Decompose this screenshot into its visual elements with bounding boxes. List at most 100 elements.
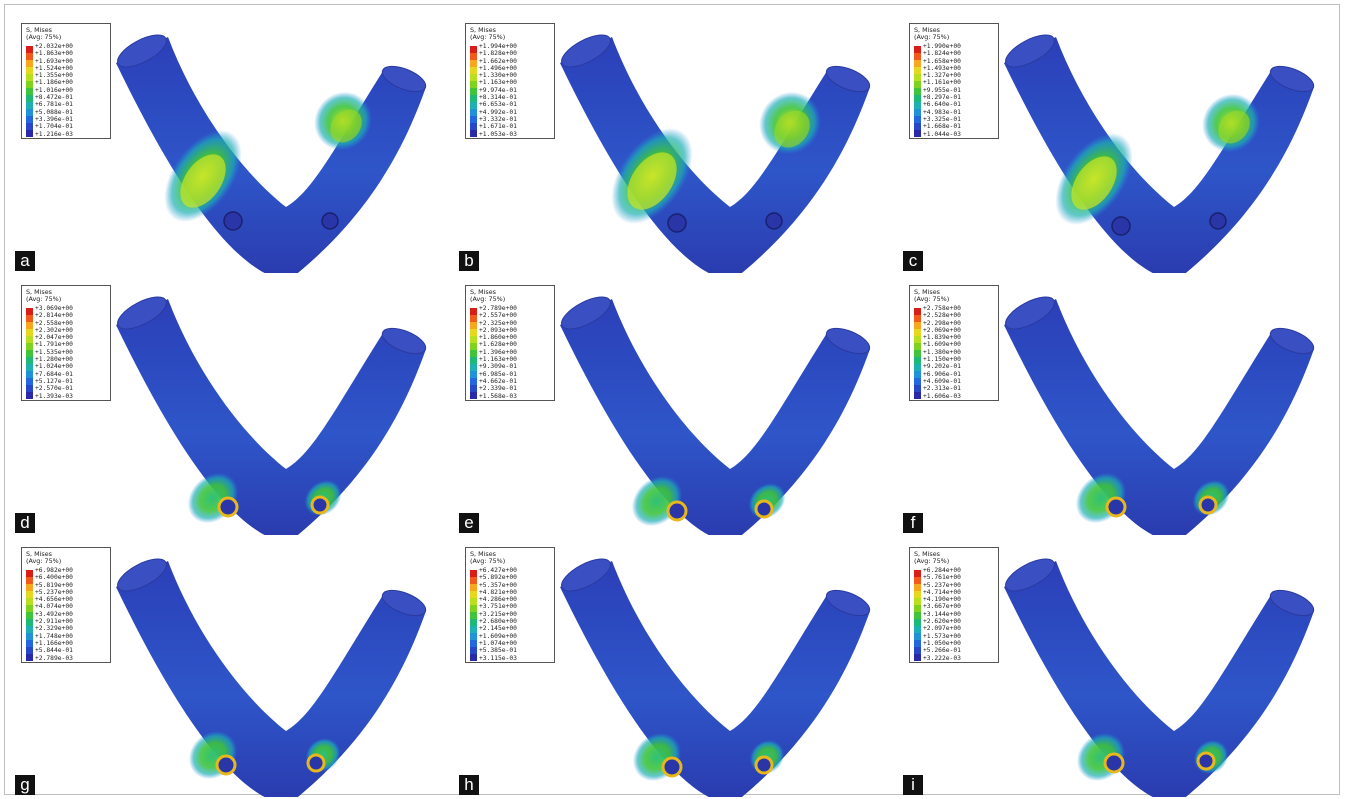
legend-value: +8.297e-01 — [923, 94, 961, 102]
legend-value: +2.313e-01 — [923, 385, 961, 393]
bone-cross-section — [1269, 65, 1315, 93]
legend-value: +1.990e+00 — [923, 43, 961, 50]
legend-values: +6.982e+00 +6.400e+00 +5.819e+00 +5.237e+00… — [35, 567, 73, 662]
legend-title: S, Mises (Avg: 75%) — [26, 26, 62, 41]
stress-legend: S, Mises (Avg: 75%) +1.990e+00 +1.824e+00… — [909, 23, 999, 139]
stress-legend: S, Mises (Avg: 75%) +2.758e+00 +2.528e+00… — [909, 285, 999, 401]
contour-panel-g: S, Mises (Avg: 75%) +6.982e+00 +6.400e+00… — [13, 535, 458, 797]
legend-swatch — [26, 130, 33, 137]
legend-swatch — [26, 640, 33, 647]
legend-value: +2.302e+00 — [35, 326, 73, 334]
bone-cross-section — [561, 296, 611, 330]
legend-color-scale — [470, 570, 477, 661]
legend-value: +5.892e+00 — [479, 574, 517, 582]
stress-legend: S, Mises (Avg: 75%) +6.982e+00 +6.400e+00… — [21, 547, 111, 663]
legend-value: +1.791e+00 — [35, 341, 73, 349]
implant-hole — [754, 755, 774, 775]
figure-frame: S, Mises (Avg: 75%) +2.032e+00 +1.863e+00… — [4, 4, 1340, 797]
legend-swatch — [914, 371, 921, 378]
implant-hole — [223, 211, 243, 231]
legend-value: +5.385e-01 — [479, 647, 517, 655]
legend-values: +1.994e+00 +1.828e+00 +1.662e+00 +1.496e+00… — [479, 43, 517, 138]
bone-surface — [560, 299, 870, 535]
legend-swatch — [914, 378, 921, 385]
mandible-stress-contour — [1004, 558, 1315, 797]
legend-value: +6.284e+00 — [923, 567, 961, 574]
legend-value: +3.215e+00 — [479, 610, 517, 618]
legend-value: +9.955e-01 — [923, 86, 961, 94]
legend-values: +6.427e+00 +5.892e+00 +5.357e+00 +4.821e+00… — [479, 567, 517, 662]
legend-swatch — [470, 605, 477, 612]
legend-value: +4.821e+00 — [479, 588, 517, 596]
legend-swatch — [26, 88, 33, 95]
legend-swatch — [470, 640, 477, 647]
legend-value: +2.620e+00 — [923, 618, 961, 626]
legend-swatch — [26, 626, 33, 633]
legend-swatch — [26, 584, 33, 591]
legend-swatch — [470, 598, 477, 605]
legend-swatch — [914, 357, 921, 364]
legend-value: +1.824e+00 — [923, 50, 961, 58]
legend-swatch — [470, 647, 477, 654]
legend-value: +2.528e+00 — [923, 312, 961, 320]
legend-swatch — [914, 654, 921, 661]
legend-swatch — [26, 378, 33, 385]
legend-value: +6.400e+00 — [35, 574, 73, 582]
legend-swatch — [914, 598, 921, 605]
legend-title: S, Mises (Avg: 75%) — [26, 288, 62, 303]
legend-value: +1.396e+00 — [479, 348, 517, 356]
legend-value: +3.396e-01 — [35, 115, 73, 123]
legend-value: +6.653e-01 — [479, 101, 517, 109]
legend-value: +3.332e-01 — [479, 115, 517, 123]
implant-hole — [306, 753, 326, 773]
legend-value: +2.814e+00 — [35, 312, 73, 320]
legend-swatch — [914, 364, 921, 371]
legend-value: +1.658e+00 — [923, 57, 961, 65]
implant-hole — [754, 499, 774, 519]
implant-hole — [217, 496, 239, 518]
panel-label-a: a — [15, 251, 35, 271]
legend-value: +1.186e+00 — [35, 79, 73, 87]
legend-value: +6.781e-01 — [35, 101, 73, 109]
legend-value: +1.330e+00 — [479, 72, 517, 80]
legend-value: +1.074e+00 — [479, 639, 517, 647]
legend-value: +1.166e+00 — [35, 639, 73, 647]
legend-value: +6.640e-01 — [923, 101, 961, 109]
implant-hole — [1111, 216, 1131, 236]
legend-value: +1.662e+00 — [479, 57, 517, 65]
bone-surface — [1004, 561, 1314, 797]
legend-color-scale — [26, 570, 33, 661]
legend-value: +6.982e+00 — [35, 567, 73, 574]
legend-value: +1.693e+00 — [35, 57, 73, 65]
legend-swatch — [26, 357, 33, 364]
legend-swatch — [914, 81, 921, 88]
legend-value: +5.266e-01 — [923, 647, 961, 655]
legend-swatch — [26, 350, 33, 357]
bone-cross-section — [561, 558, 611, 592]
legend-value: +6.427e+00 — [479, 567, 517, 574]
legend-value: +9.202e-01 — [923, 363, 961, 371]
legend-value: +1.355e+00 — [35, 72, 73, 80]
legend-swatch — [26, 577, 33, 584]
bone-surface — [1004, 37, 1314, 273]
legend-swatch — [470, 130, 477, 137]
legend-value: +5.237e+00 — [35, 588, 73, 596]
legend-swatch — [914, 577, 921, 584]
legend-title: S, Mises (Avg: 75%) — [470, 288, 506, 303]
legend-color-scale — [470, 308, 477, 399]
legend-swatch — [914, 53, 921, 60]
legend-swatch — [26, 619, 33, 626]
legend-swatch — [470, 570, 477, 577]
legend-swatch — [914, 640, 921, 647]
legend-value: +1.016e+00 — [35, 86, 73, 94]
legend-swatch — [470, 336, 477, 343]
legend-title: S, Mises (Avg: 75%) — [470, 26, 506, 41]
legend-value: +1.668e-01 — [923, 123, 961, 131]
legend-value: +5.819e+00 — [35, 581, 73, 589]
legend-swatch — [26, 633, 33, 640]
mandible-stress-contour — [560, 558, 871, 797]
panel-label-b: b — [459, 251, 479, 271]
legend-swatch — [914, 385, 921, 392]
legend-swatch — [914, 570, 921, 577]
legend-swatch — [914, 74, 921, 81]
